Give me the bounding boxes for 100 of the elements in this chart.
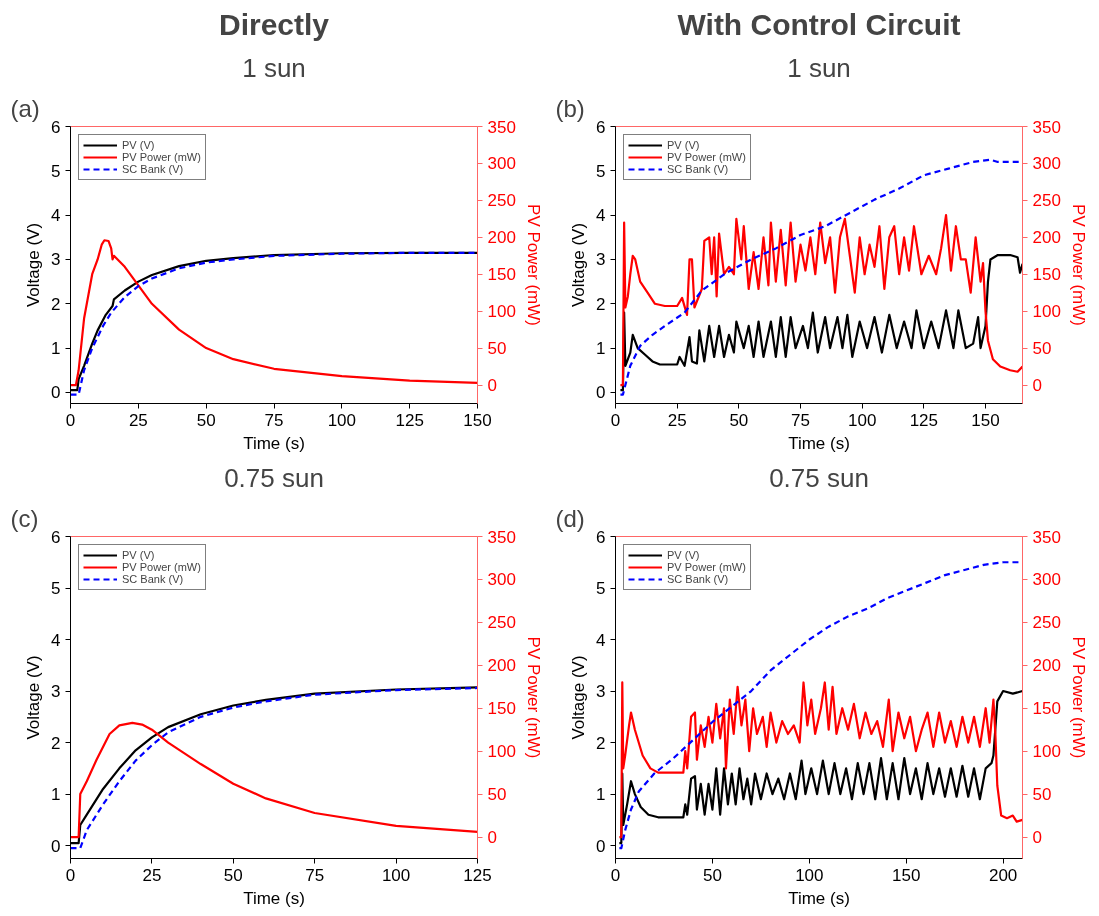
y2-tick-label: 350: [487, 527, 516, 547]
y2-axis-title: PV Power (mW): [1068, 636, 1088, 759]
legend-label: PV Power (mW): [667, 151, 746, 163]
y-tick-label: 2: [596, 733, 606, 753]
y2-tick-label: 100: [487, 742, 516, 762]
x-tick-label: 50: [702, 865, 722, 885]
y-axis-title: Voltage (V): [24, 655, 44, 740]
y2-tick-label: 200: [1032, 228, 1061, 248]
chart-title: 0.75 sun: [769, 462, 869, 493]
y-axis-title: Voltage (V): [569, 655, 589, 740]
text: (b): [555, 94, 585, 122]
x-tick-label: 75: [264, 410, 284, 430]
y-tick-label: 3: [596, 682, 606, 702]
x-tick-label: 0: [610, 865, 621, 885]
y-tick-label: 6: [596, 527, 606, 547]
y2-axis-title: PV Power (mW): [523, 204, 543, 326]
y-tick-label: 1: [596, 785, 606, 805]
y-tick-label: 2: [51, 294, 61, 314]
y2-tick-label: 150: [487, 265, 516, 285]
y2-tick-label: 250: [487, 191, 516, 211]
y2-axis-title: PV Power (mW): [1068, 204, 1088, 326]
x-tick-label: 100: [327, 410, 357, 430]
legend-label: SC Bank (V): [667, 573, 729, 585]
y2-tick-label: 300: [487, 154, 516, 174]
y2-tick-label: 0: [487, 376, 497, 396]
y2-tick-label: 0: [487, 828, 497, 848]
y-tick-label: 4: [51, 630, 61, 650]
legend-label: SC Bank (V): [122, 573, 184, 585]
x-tick-label: 150: [892, 865, 921, 885]
chart-subtitle: With Control Circuit: [677, 7, 961, 41]
legend-label: PV Power (mW): [667, 561, 746, 573]
x-tick-label: 150: [971, 410, 1000, 430]
y-tick-label: 3: [51, 250, 61, 270]
y-tick-label: 2: [51, 733, 61, 753]
y2-tick-label: 350: [487, 117, 516, 137]
y2-tick-label: 250: [1032, 613, 1061, 633]
x-tick-label: 50: [729, 410, 749, 430]
x-axis-title: Time (s): [243, 888, 305, 908]
y-tick-label: 1: [51, 339, 61, 359]
y2-tick-label: 200: [487, 656, 516, 676]
x-tick-label: 25: [667, 410, 687, 430]
y2-tick-label: 0: [1032, 376, 1042, 396]
y2-tick-label: 200: [487, 228, 516, 248]
y-tick-label: 5: [51, 161, 61, 181]
legend-label: PV (V): [122, 139, 155, 151]
x-tick-label: 25: [128, 410, 148, 430]
legend-label: PV Power (mW): [122, 561, 201, 573]
text: (d): [555, 504, 585, 532]
y2-tick-label: 350: [1032, 117, 1061, 137]
y-tick-label: 5: [596, 579, 606, 599]
y2-tick-label: 350: [1032, 527, 1061, 547]
y-tick-label: 1: [596, 339, 606, 359]
x-axis-title: Time (s): [243, 433, 305, 453]
y-tick-label: 6: [51, 117, 61, 137]
text: (a): [10, 94, 40, 122]
y-tick-label: 4: [596, 206, 606, 226]
y-tick-label: 5: [51, 579, 61, 599]
y-tick-label: 0: [51, 383, 61, 403]
y-tick-label: 0: [51, 836, 61, 856]
x-axis-title: Time (s): [788, 888, 850, 908]
y2-tick-label: 100: [1032, 742, 1061, 762]
y2-tick-label: 100: [1032, 302, 1061, 322]
y-axis-title: Voltage (V): [569, 222, 589, 308]
y2-tick-label: 150: [487, 699, 516, 719]
x-tick-label: 0: [610, 410, 621, 430]
chart-subtitle: Directly: [218, 7, 330, 41]
y2-tick-label: 200: [1032, 656, 1061, 676]
y2-tick-label: 100: [487, 302, 516, 322]
x-tick-label: 150: [463, 410, 492, 430]
legend-label: SC Bank (V): [667, 163, 729, 175]
y2-tick-label: 50: [487, 785, 507, 805]
y-tick-label: 4: [596, 630, 606, 650]
y2-tick-label: 300: [1032, 570, 1061, 590]
x-tick-label: 100: [847, 410, 877, 430]
y-tick-label: 3: [596, 250, 606, 270]
y2-tick-label: 150: [1032, 265, 1061, 285]
y2-tick-label: 250: [1032, 191, 1061, 211]
x-axis-title: Time (s): [788, 433, 850, 453]
y-tick-label: 1: [51, 785, 61, 805]
y2-tick-label: 250: [487, 613, 516, 633]
chart-title: 0.75 sun: [224, 462, 324, 493]
y2-tick-label: 300: [487, 570, 516, 590]
y-tick-label: 5: [596, 161, 606, 181]
text: (c): [10, 504, 39, 532]
x-tick-label: 125: [395, 410, 424, 430]
x-tick-label: 75: [791, 410, 810, 430]
x-tick-label: 125: [909, 410, 939, 430]
legend-label: PV Power (mW): [122, 151, 201, 163]
x-tick-label: 125: [463, 865, 492, 885]
x-tick-label: 100: [795, 865, 824, 885]
legend-label: PV (V): [667, 549, 700, 561]
x-tick-label: 50: [196, 410, 216, 430]
y2-tick-label: 0: [1032, 828, 1042, 848]
y2-tick-label: 50: [1032, 339, 1052, 359]
y-tick-label: 6: [51, 527, 61, 547]
chart-title: 1 sun: [787, 52, 851, 83]
legend-label: SC Bank (V): [122, 163, 184, 175]
y-tick-label: 4: [51, 206, 61, 226]
chart-title: 1 sun: [242, 52, 306, 83]
y2-tick-label: 150: [1032, 699, 1061, 719]
